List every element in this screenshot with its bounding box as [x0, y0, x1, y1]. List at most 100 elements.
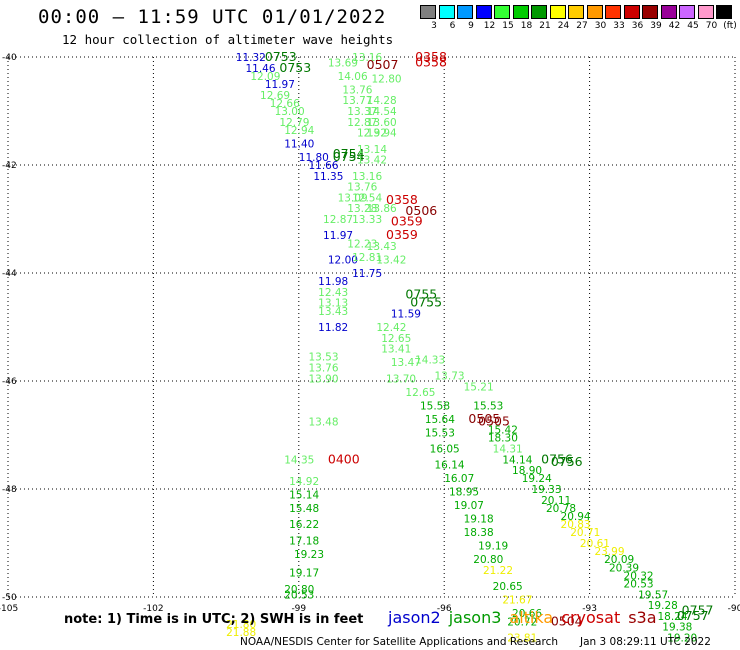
- pass-time-label: 0756: [551, 454, 583, 469]
- pass-time-label: 0358: [415, 54, 447, 69]
- wave-height-label: 15.53: [473, 400, 503, 412]
- wave-height-label: 20.53: [284, 589, 314, 601]
- wave-height-label: 19.24: [522, 473, 552, 485]
- satellite-legend: jason2 jason3 altika cryosat s3a: [388, 608, 665, 627]
- color-scale-label: 45: [687, 21, 699, 31]
- color-scale-label: 3: [431, 21, 437, 31]
- wave-height-label: 12.65: [405, 387, 435, 399]
- color-scale-label: 21: [539, 21, 551, 31]
- wave-height-label: 13.33: [352, 214, 382, 226]
- wave-height-label: 20.39: [609, 562, 639, 574]
- pass-time-label: 0358: [415, 49, 447, 64]
- y-tick-label: -40: [2, 53, 17, 63]
- pass-time-label: 0757: [682, 603, 714, 618]
- pass-time-label: 0507: [367, 57, 399, 72]
- wave-height-label: 19.28: [648, 600, 678, 612]
- y-tick-label: -48: [2, 485, 17, 495]
- wave-height-label: 16.05: [430, 444, 460, 456]
- wave-height-label: 11.97: [323, 230, 353, 242]
- wave-height-label: 18.95: [449, 487, 479, 499]
- wave-height-label: 12.66: [270, 98, 300, 110]
- wave-height-label: 14.31: [493, 444, 523, 456]
- pass-time-label: 0755: [405, 287, 437, 302]
- wave-height-label: 14.54: [367, 106, 397, 118]
- wave-height-label: 20.94: [561, 511, 591, 523]
- wave-height-label: 13.76: [347, 182, 377, 194]
- wave-height-label: 13.43: [318, 306, 348, 318]
- color-scale-label: 27: [576, 21, 588, 31]
- pass-time-label: 0754: [333, 149, 365, 164]
- y-tick-label: -50: [2, 593, 17, 603]
- wave-height-label: 13.69: [328, 57, 358, 69]
- wave-height-label: 21.67: [502, 595, 532, 607]
- wave-height-label: 13.43: [367, 241, 397, 253]
- legend-entry-altika: altika: [509, 608, 554, 627]
- wave-height-label: 11.59: [391, 309, 421, 321]
- color-scale-label: 30: [594, 21, 607, 31]
- wave-height-label: 12.09: [250, 71, 280, 83]
- pass-time-label: 0757: [677, 608, 709, 623]
- wave-height-label: 13.90: [308, 373, 338, 385]
- wave-height-label: 23.99: [594, 546, 624, 558]
- wave-height-label: 12.43: [318, 287, 348, 299]
- wave-height-label: 19.38: [662, 622, 692, 634]
- color-swatch: [568, 5, 584, 19]
- color-scale-label: (ft): [723, 21, 737, 31]
- color-swatch: [531, 5, 547, 19]
- y-tick-label: -42: [2, 161, 17, 171]
- wave-height-label: 19.33: [531, 484, 561, 496]
- wave-height-label: 11.66: [308, 160, 338, 172]
- wave-height-label: 20.66: [512, 608, 542, 620]
- legend-entry-jason3: jason3: [448, 608, 502, 627]
- wave-height-label: 13.48: [308, 417, 338, 429]
- wave-height-label: 19.07: [454, 500, 484, 512]
- footer-note: note: 1) Time is in UTC; 2) SWH is in fe…: [64, 612, 364, 627]
- color-swatch: [420, 5, 436, 19]
- wave-height-label: 14.28: [367, 95, 397, 107]
- wave-height-label: 13.53: [308, 352, 338, 364]
- pass-time-label: 0753: [279, 60, 311, 75]
- wave-height-label: 15.53: [425, 427, 455, 439]
- wave-height-label: 13.77: [342, 95, 372, 107]
- wave-height-label: 13.41: [381, 344, 411, 356]
- pass-time-label: 0753: [265, 49, 297, 64]
- wave-height-label: 20.78: [546, 503, 576, 515]
- chart-title: 00:00 — 11:59 UTC 01/01/2022: [38, 6, 387, 28]
- wave-height-label: 13.28: [347, 203, 377, 215]
- pass-time-label: 0505: [468, 411, 500, 426]
- wave-height-label: 11.75: [352, 268, 382, 280]
- wave-height-label: 13.00: [275, 106, 305, 118]
- wave-height-label: 18.24: [657, 611, 687, 623]
- wave-height-label: 19.18: [464, 514, 494, 526]
- legend-entry-s3a: s3a: [628, 608, 657, 627]
- wave-height-label: 12.94: [284, 125, 314, 137]
- chart-subtitle: 12 hour collection of altimeter wave hei…: [62, 32, 394, 47]
- wave-height-label: 12.54: [352, 192, 382, 204]
- y-tick-label: -46: [2, 377, 17, 387]
- color-swatch: [642, 5, 658, 19]
- wave-height-label: 15.14: [289, 489, 319, 501]
- color-scale-label: 6: [449, 21, 456, 31]
- wave-height-label: 21.88: [226, 627, 256, 639]
- wave-height-label: 20.80: [284, 584, 314, 596]
- wave-height-label: 14.92: [289, 476, 319, 488]
- wave-height-label: 13.09: [338, 192, 368, 204]
- wave-height-label: 13.73: [435, 371, 465, 383]
- wave-height-label: 12.23: [347, 238, 377, 250]
- wave-height-label: 15.48: [289, 503, 319, 515]
- wave-height-label: 13.16: [352, 171, 382, 183]
- wave-height-label: 20.83: [561, 519, 591, 531]
- color-swatch: [475, 5, 492, 19]
- pass-time-label: 0756: [541, 451, 573, 466]
- wave-height-label: 14.14: [502, 454, 532, 466]
- wave-height-label: 12.00: [328, 255, 358, 267]
- color-swatch: [457, 5, 473, 19]
- wave-height-label: 11.40: [284, 138, 314, 150]
- wave-height-label: 12.80: [372, 74, 402, 86]
- x-tick-label: -99: [291, 604, 306, 614]
- wave-height-label: 20.72: [507, 616, 537, 628]
- wave-height-label: 15.64: [425, 414, 455, 426]
- wave-height-label: 19.20: [667, 633, 697, 645]
- x-tick-label: -102: [143, 604, 163, 614]
- color-swatch: [697, 5, 714, 19]
